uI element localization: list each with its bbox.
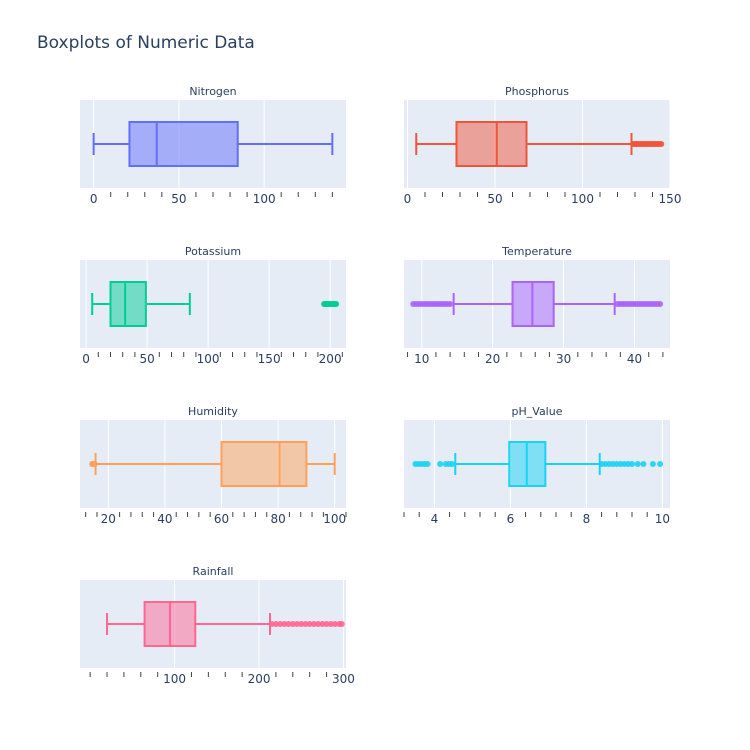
tick-label: 100 bbox=[323, 512, 346, 526]
tick-label: 100 bbox=[571, 192, 594, 206]
outlier-point bbox=[649, 461, 656, 467]
outlier-point bbox=[277, 621, 284, 627]
outlier-point bbox=[338, 621, 345, 627]
tick-label: 30 bbox=[556, 352, 571, 366]
subplot-potassium: 0 50 100 150 200 Potassium bbox=[80, 245, 346, 366]
outlier-point bbox=[629, 461, 635, 467]
tick-label: 60 bbox=[214, 512, 229, 526]
tick-label: 10 bbox=[655, 512, 670, 526]
tick-label: 100 bbox=[253, 192, 276, 206]
outlier-point bbox=[424, 461, 431, 467]
outlier-point bbox=[306, 621, 313, 627]
iqr-box bbox=[128, 121, 239, 167]
tick-label: 100 bbox=[197, 352, 220, 366]
subplot-temperature: 10 20 30 40 Temperature bbox=[404, 245, 670, 366]
outlier-point bbox=[657, 301, 664, 307]
tick-label: 0 bbox=[82, 352, 90, 366]
outlier-point bbox=[657, 461, 664, 467]
subplot-title: Nitrogen bbox=[189, 85, 236, 98]
tick-label: 20 bbox=[485, 352, 500, 366]
tick-label: 80 bbox=[270, 512, 285, 526]
tick-label: 10 bbox=[414, 352, 429, 366]
tick-label: 200 bbox=[319, 352, 342, 366]
subplot-title: Potassium bbox=[185, 245, 241, 258]
outlier-point bbox=[640, 461, 647, 467]
iqr-box bbox=[220, 441, 308, 487]
iqr-box bbox=[455, 121, 528, 167]
outlier-point bbox=[289, 621, 296, 627]
outlier-point bbox=[315, 621, 322, 627]
outlier-point bbox=[658, 141, 665, 147]
subplot-title: pH_Value bbox=[512, 405, 563, 418]
outlier-point bbox=[333, 301, 340, 307]
tick-label: 50 bbox=[171, 192, 186, 206]
outlier-point bbox=[323, 621, 330, 627]
outlier-point bbox=[447, 301, 454, 307]
outlier-point bbox=[302, 621, 309, 627]
outlier-point bbox=[319, 621, 326, 627]
tick-label: 6 bbox=[507, 512, 515, 526]
tick-label: 150 bbox=[659, 192, 682, 206]
chart-title: Boxplots of Numeric Data bbox=[37, 33, 255, 53]
outlier-point bbox=[437, 461, 444, 467]
subplot-rainfall: 100 200 300 Rainfall bbox=[80, 565, 355, 686]
subplot-title: Temperature bbox=[501, 245, 572, 258]
outlier-point bbox=[268, 621, 275, 627]
outlier-point bbox=[294, 621, 301, 627]
subplot-title: Humidity bbox=[188, 405, 238, 418]
outlier-point bbox=[327, 621, 334, 627]
outlier-point bbox=[634, 461, 641, 467]
tick-label: 8 bbox=[583, 512, 591, 526]
subplot-title: Rainfall bbox=[193, 565, 234, 578]
tick-label: 50 bbox=[139, 352, 154, 366]
outlier-point bbox=[310, 621, 317, 627]
subplot-title: Phosphorus bbox=[505, 85, 569, 98]
tick-label: 100 bbox=[163, 672, 186, 686]
iqr-box bbox=[109, 281, 147, 327]
outlier-point bbox=[298, 621, 305, 627]
subplot-ph-value: 4 6 8 10 pH_Value bbox=[403, 405, 670, 526]
tick-label: 4 bbox=[431, 512, 439, 526]
subplot-nitrogen: 0 50 100 Nitrogen bbox=[80, 85, 346, 206]
outlier-point bbox=[285, 621, 292, 627]
tick-label: 40 bbox=[627, 352, 642, 366]
tick-label: 200 bbox=[248, 672, 271, 686]
outlier-point bbox=[281, 621, 288, 627]
tick-label: 150 bbox=[258, 352, 281, 366]
outlier-point bbox=[91, 461, 98, 467]
tick-label: 50 bbox=[487, 192, 502, 206]
tick-label: 0 bbox=[404, 192, 412, 206]
tick-label: 0 bbox=[90, 192, 98, 206]
subplot-humidity: 20 40 60 80 100 Humidity bbox=[80, 405, 347, 526]
outlier-point bbox=[272, 621, 279, 627]
subplot-phosphorus: 0 50 100 150 Phosphorus bbox=[404, 85, 682, 206]
tick-label: 300 bbox=[332, 672, 355, 686]
outlier-point bbox=[448, 461, 455, 467]
outlier-point bbox=[332, 621, 339, 627]
tick-label: 40 bbox=[157, 512, 172, 526]
tick-label: 20 bbox=[101, 512, 116, 526]
